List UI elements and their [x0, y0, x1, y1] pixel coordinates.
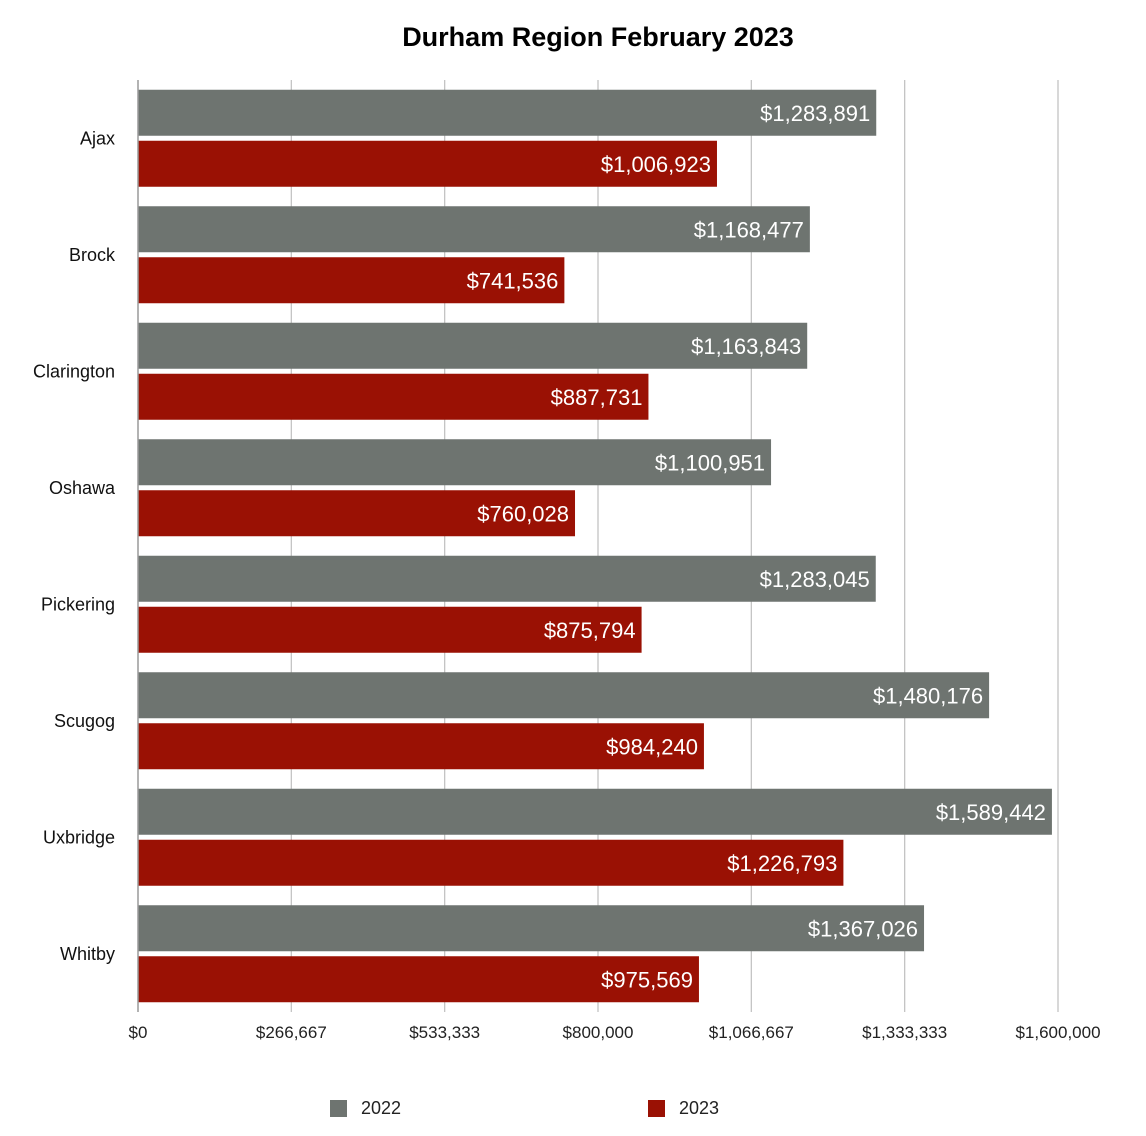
- data-label-2023: $760,028: [477, 501, 569, 526]
- bar-2023: [138, 956, 699, 1003]
- bars: $1,283,891 $1,006,923 $1,168,477 $741,536 $1…: [138, 89, 1052, 1003]
- x-tick-label: $800,000: [563, 1023, 634, 1042]
- x-tick-label: $266,667: [256, 1023, 327, 1042]
- chart-title: Durham Region February 2023: [402, 22, 794, 52]
- category-label: Scugog: [54, 711, 115, 731]
- bar-2023: [138, 373, 649, 420]
- bar-2023: [138, 490, 576, 537]
- category-label: Oshawa: [49, 478, 116, 498]
- bar-2022: [138, 89, 877, 136]
- category-label: Pickering: [41, 594, 115, 614]
- category-label: Whitby: [60, 944, 115, 964]
- bar-2023: [138, 257, 565, 304]
- data-label-2023: $975,569: [601, 967, 693, 992]
- bar-2023: [138, 606, 642, 653]
- category-label: Ajax: [80, 128, 115, 148]
- data-label-2022: $1,589,442: [936, 800, 1046, 825]
- category-label: Uxbridge: [43, 827, 115, 847]
- bar-2022: [138, 322, 808, 369]
- x-tick-label: $1,600,000: [1015, 1023, 1100, 1042]
- legend-label-2023: 2023: [679, 1098, 720, 1118]
- bar-2022: [138, 206, 810, 253]
- data-label-2022: $1,163,843: [691, 334, 801, 359]
- bar-2023: [138, 140, 717, 187]
- category-label: Brock: [69, 245, 116, 265]
- x-tick-label: $0: [129, 1023, 148, 1042]
- data-label-2022: $1,283,045: [760, 567, 870, 592]
- bar-2022: [138, 439, 772, 486]
- data-label-2022: $1,168,477: [694, 217, 804, 242]
- data-label-2023: $1,006,923: [601, 152, 711, 177]
- data-label-2023: $741,536: [467, 268, 559, 293]
- data-label-2022: $1,367,026: [808, 916, 918, 941]
- bar-2023: [138, 723, 704, 770]
- category-label: Clarington: [33, 361, 115, 381]
- data-label-2023: $887,731: [551, 385, 643, 410]
- x-tick-label: $1,333,333: [862, 1023, 947, 1042]
- axes: $0 $266,667 $533,333 $800,000 $1,066,667 $1,3…: [33, 80, 1101, 1042]
- data-label-2022: $1,100,951: [655, 450, 765, 475]
- x-tick-label: $533,333: [409, 1023, 480, 1042]
- data-label-2023: $984,240: [606, 734, 698, 759]
- bar-2022: [138, 905, 925, 952]
- legend-swatch-2022: [330, 1100, 347, 1117]
- bar-2022: [138, 672, 990, 719]
- bar-2022: [138, 555, 876, 602]
- legend-item-2023: 2023: [648, 1098, 719, 1119]
- bar-2022: [138, 788, 1052, 835]
- data-label-2023: $1,226,793: [727, 851, 837, 876]
- data-label-2023: $875,794: [544, 618, 636, 643]
- x-tick-label: $1,066,667: [709, 1023, 794, 1042]
- data-label-2022: $1,283,891: [760, 101, 870, 126]
- data-label-2022: $1,480,176: [873, 683, 983, 708]
- legend-item-2022: 2022: [330, 1098, 401, 1119]
- bar-2023: [138, 839, 844, 886]
- legend-label-2022: 2022: [361, 1098, 402, 1118]
- legend-swatch-2023: [648, 1100, 665, 1117]
